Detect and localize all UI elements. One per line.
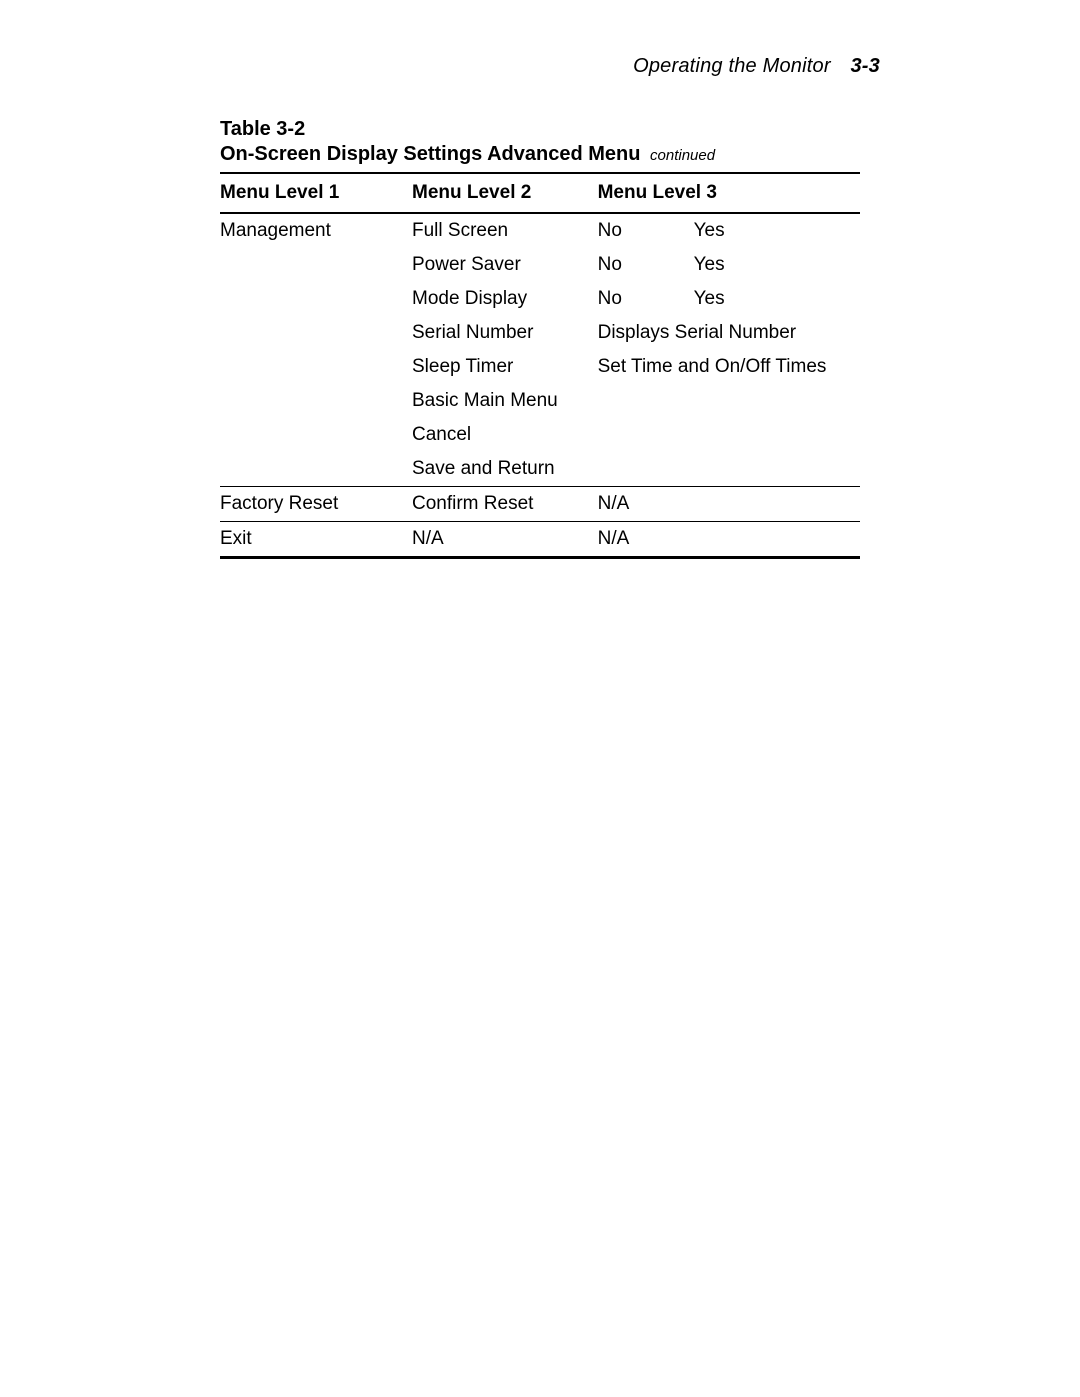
table-row: Factory Reset Confirm Reset N/A [220,487,860,522]
cell-level1: Management [220,213,412,248]
cell-level2: Serial Number [412,316,598,350]
cell-level1 [220,282,412,316]
table-continued: continued [650,147,715,164]
cell-level1 [220,350,412,384]
cell-level3b [694,452,860,487]
table-row: Cancel [220,418,860,452]
cell-level3a: No [598,282,694,316]
table-row: Management Full Screen No Yes [220,213,860,248]
table-row: Exit N/A N/A [220,522,860,558]
table-row: Serial Number Displays Serial Number [220,316,860,350]
cell-level2: Power Saver [412,248,598,282]
cell-level3b [694,487,860,522]
col-header-level3: Menu Level 3 [598,173,860,213]
table-row: Power Saver No Yes [220,248,860,282]
cell-level3b: Yes [694,213,860,248]
table-row: Save and Return [220,452,860,487]
cell-level1 [220,418,412,452]
cell-level3a: No [598,248,694,282]
cell-level1 [220,316,412,350]
table-title-text: On-Screen Display Settings Advanced Menu [220,143,640,165]
cell-level2: Sleep Timer [412,350,598,384]
cell-level2: Cancel [412,418,598,452]
cell-level3b: Yes [694,282,860,316]
page-number: 3-3 [850,55,880,77]
running-title: Operating the Monitor [633,55,831,77]
cell-level2: N/A [412,522,598,558]
cell-level3b [694,522,860,558]
table-row: Mode Display No Yes [220,282,860,316]
cell-level3b: Yes [694,248,860,282]
cell-level1 [220,384,412,418]
cell-level3a: No [598,213,694,248]
cell-level3-full: Displays Serial Number [598,316,860,350]
running-header: Operating the Monitor 3-3 [200,55,880,78]
table-label: Table 3-2 [220,118,860,141]
cell-level2: Mode Display [412,282,598,316]
document-page: Operating the Monitor 3-3 Table 3-2 On-S… [0,0,1080,1397]
cell-level1: Exit [220,522,412,558]
col-header-level2: Menu Level 2 [412,173,598,213]
cell-level1 [220,452,412,487]
osd-settings-table: Menu Level 1 Menu Level 2 Menu Level 3 M… [220,172,860,559]
cell-level1 [220,248,412,282]
cell-level3b [694,418,860,452]
table-header-row: Menu Level 1 Menu Level 2 Menu Level 3 [220,173,860,213]
cell-level2: Save and Return [412,452,598,487]
col-header-level1: Menu Level 1 [220,173,412,213]
cell-level1: Factory Reset [220,487,412,522]
cell-level2: Full Screen [412,213,598,248]
cell-level3a: N/A [598,487,694,522]
cell-level3a: N/A [598,522,694,558]
cell-level3-full: Set Time and On/Off Times [598,350,860,418]
cell-level3a [598,452,694,487]
cell-level3a [598,418,694,452]
table-wrapper: Table 3-2 On-Screen Display Settings Adv… [220,118,860,559]
cell-level2: Basic Main Menu [412,384,598,418]
table-row: Sleep Timer Set Time and On/Off Times [220,350,860,384]
table-title: On-Screen Display Settings Advanced Menu… [220,143,860,172]
cell-level2: Confirm Reset [412,487,598,522]
